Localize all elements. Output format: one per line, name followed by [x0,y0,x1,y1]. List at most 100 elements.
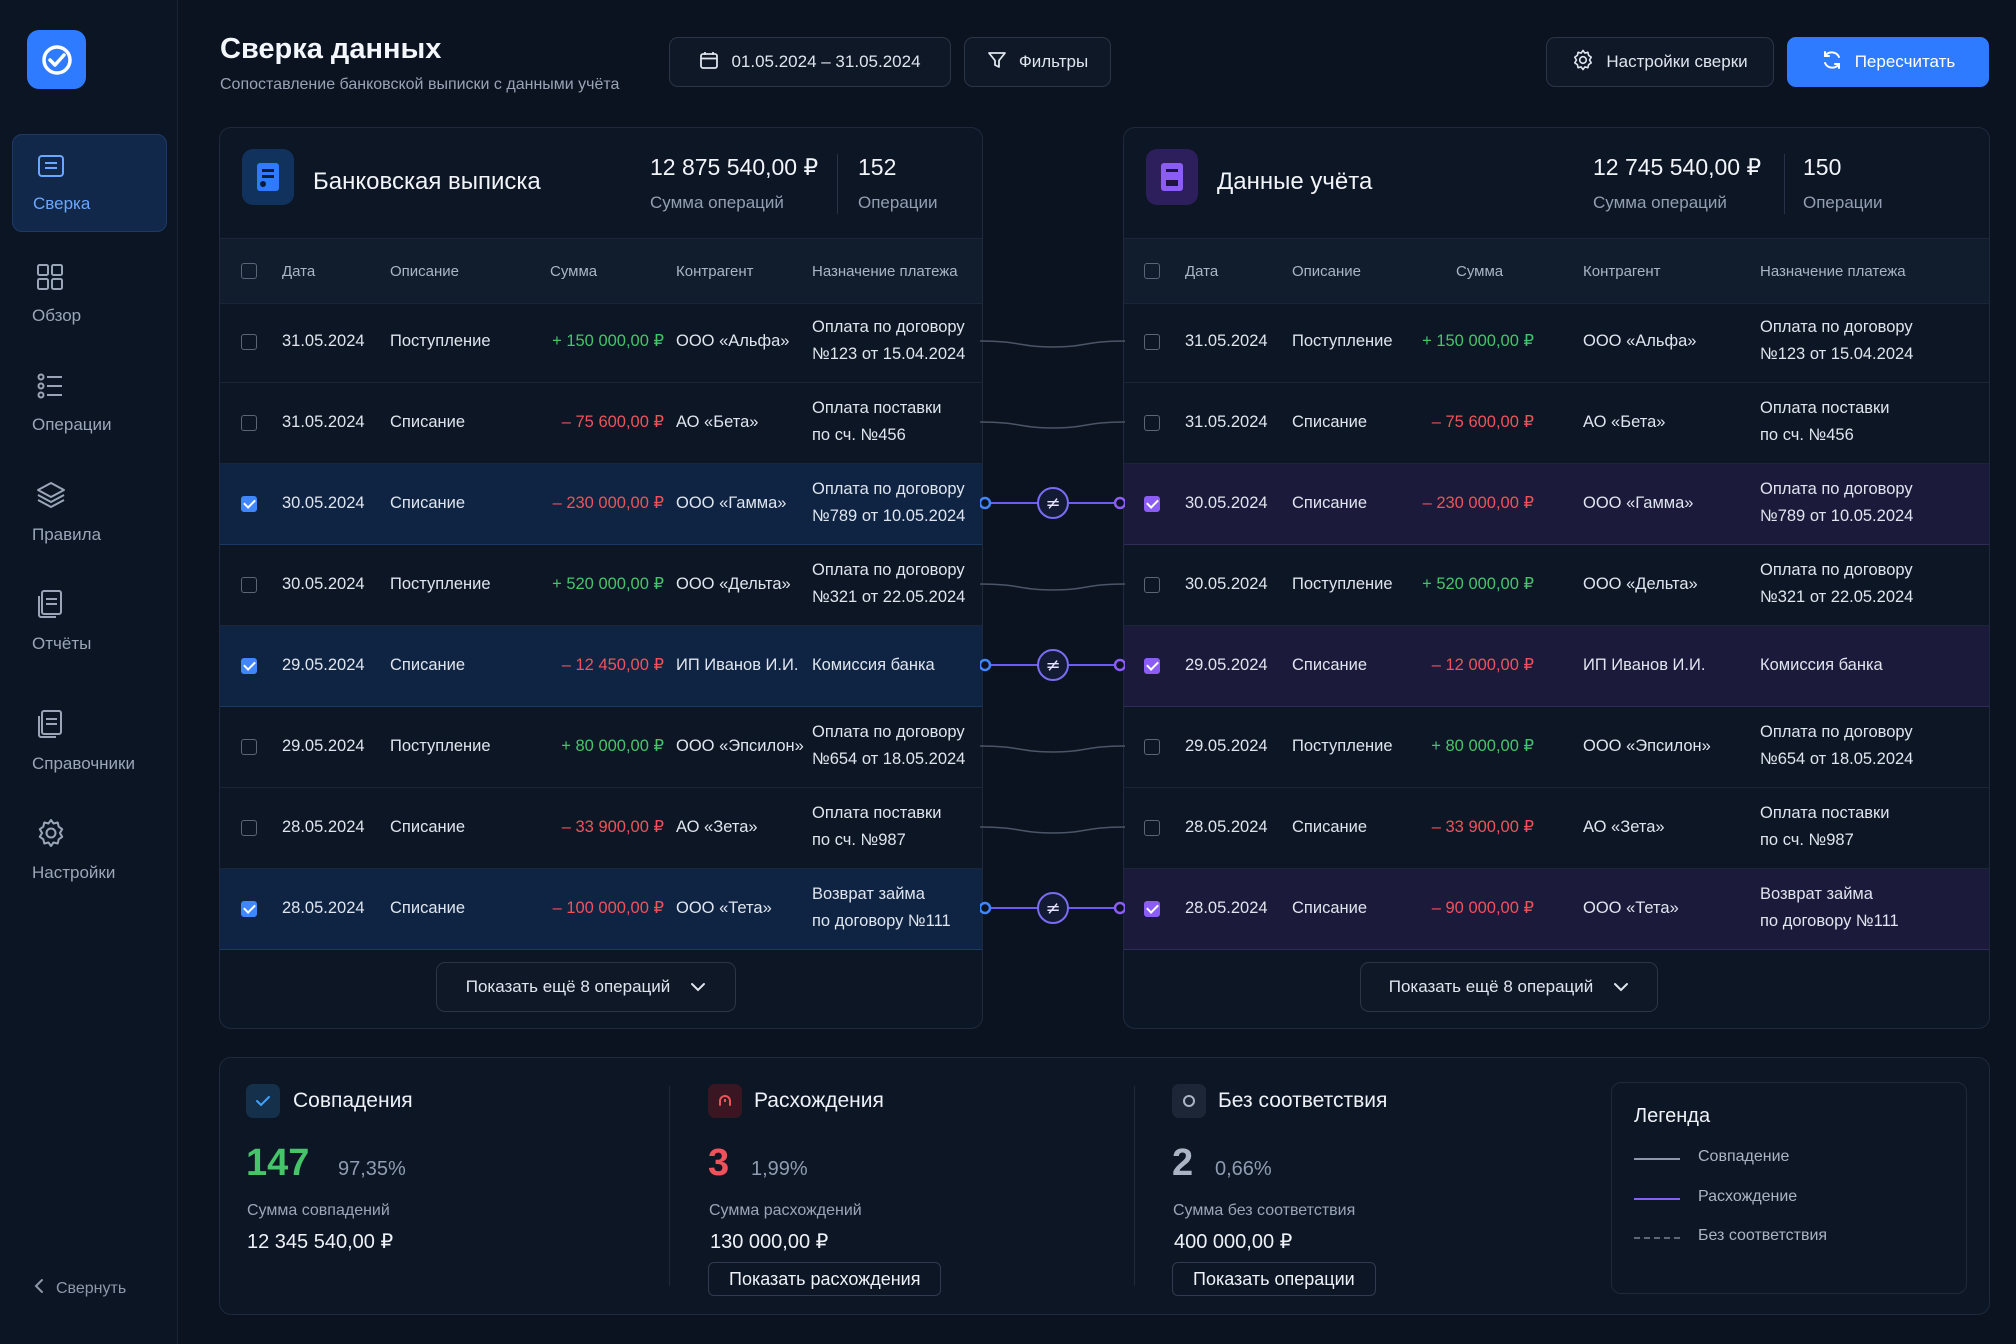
row-checkbox[interactable] [241,415,257,431]
sidebar-item-overview[interactable]: Обзор [12,246,165,342]
table-row[interactable]: 28.05.2024 Списание – 100 000,00 ₽ ООО «Тет… [220,869,982,950]
cell-counterparty: АО «Зета» [676,818,758,836]
column-header-amount[interactable]: Сумма [550,263,598,280]
refresh-icon [1821,49,1843,76]
cell-description: Поступление [390,332,491,350]
sidebar-item-reports[interactable]: Отчёты [12,573,165,669]
sidebar-item-directories[interactable]: Справочники [12,693,165,789]
ledger-count-label: Операции [1803,193,1883,212]
column-header-purpose[interactable]: Назначение платежа [1760,263,1906,280]
cell-purpose: Возврат займа [1760,885,1873,903]
row-checkbox[interactable] [1144,658,1160,674]
date-range-picker[interactable]: 01.05.2024 – 31.05.2024 [669,37,951,87]
table-row[interactable]: 30.05.2024 Списание – 230 000,00 ₽ ООО «Гам… [220,464,982,545]
matches-title: Совпадения [293,1089,413,1112]
table-row[interactable]: 31.05.2024 Поступление + 150 000,00 ₽ ООО «… [1124,302,1989,383]
table-row[interactable]: 31.05.2024 Списание – 75 600,00 ₽ АО «Бета»… [220,383,982,464]
row-checkbox[interactable] [1144,415,1160,431]
sidebar-item-operations[interactable]: Операции [12,355,165,451]
show-unmatched-button[interactable]: Показать операции [1172,1262,1376,1296]
cell-counterparty: ООО «Эпсилон» [676,737,804,755]
reports-icon [12,589,165,624]
table-row[interactable]: 28.05.2024 Списание – 33 900,00 ₽ АО «Зета»… [220,788,982,869]
table-row[interactable]: 31.05.2024 Поступление + 150 000,00 ₽ ООО «… [220,302,982,383]
column-header-date[interactable]: Дата [282,263,316,280]
row-checkbox[interactable] [1144,496,1160,512]
row-checkbox[interactable] [241,820,257,836]
cell-purpose-line2: №123 от 15.04.2024 [812,345,966,363]
not-equal-badge[interactable] [1037,892,1069,924]
show-diffs-button[interactable]: Показать расхождения [708,1262,942,1296]
divider [1134,1086,1135,1286]
select-all-checkbox[interactable] [1144,263,1160,279]
check-circle-icon [41,44,72,75]
table-row[interactable]: 29.05.2024 Поступление + 80 000,00 ₽ ООО «Э… [220,707,982,788]
ledger-sum-label: Сумма операций [1593,193,1727,212]
row-checkbox[interactable] [241,577,257,593]
ledger-panel-title: Данные учёта [1217,168,1373,195]
cell-date: 31.05.2024 [282,332,365,350]
cell-purpose-line2: №789 от 10.05.2024 [812,507,966,525]
cell-purpose-line2: по договору №111 [1760,912,1899,930]
match-connector-line [980,745,1125,753]
row-checkbox[interactable] [1144,901,1160,917]
connector-dot [1113,496,1125,510]
cell-date: 29.05.2024 [282,737,365,755]
row-checkbox[interactable] [1144,820,1160,836]
row-checkbox[interactable] [241,496,257,512]
column-header-amount[interactable]: Сумма [1456,263,1504,280]
column-header-date[interactable]: Дата [1185,263,1219,280]
collapse-sidebar-button[interactable]: Свернуть [34,1278,126,1299]
bank-show-more-button[interactable]: Показать ещё 8 операций [436,962,736,1012]
column-header-counterparty[interactable]: Контрагент [1583,263,1661,280]
column-header-counterparty[interactable]: Контрагент [676,263,754,280]
table-row[interactable]: 28.05.2024 Списание – 90 000,00 ₽ ООО «Тета… [1124,869,1989,950]
row-checkbox[interactable] [1144,334,1160,350]
column-header-purpose[interactable]: Назначение платежа [812,263,958,280]
legend: Легенда Совпадение Расхождение Без соотв… [1611,1082,1967,1294]
cell-purpose: Оплата по договору [812,561,965,579]
cell-date: 29.05.2024 [1185,656,1268,674]
row-checkbox[interactable] [241,739,257,755]
table-row[interactable]: 28.05.2024 Списание – 33 900,00 ₽ АО «Зета»… [1124,788,1989,869]
chevron-down-icon [690,977,706,997]
cell-counterparty: ООО «Альфа» [1583,332,1697,350]
sidebar-item-label: Сверка [33,193,91,213]
cell-description: Списание [1292,818,1367,836]
table-row[interactable]: 31.05.2024 Списание – 75 600,00 ₽ АО «Бета»… [1124,383,1989,464]
table-row[interactable]: 29.05.2024 Списание – 12 000,00 ₽ ИП Иванов… [1124,626,1989,707]
match-connector-line [980,826,1125,834]
row-checkbox[interactable] [241,334,257,350]
cell-purpose: Возврат займа [812,885,925,903]
table-row[interactable]: 29.05.2024 Поступление + 80 000,00 ₽ ООО «Э… [1124,707,1989,788]
connector-dot [980,658,992,672]
table-row[interactable]: 29.05.2024 Списание – 12 450,00 ₽ ИП Иванов… [220,626,982,707]
not-equal-badge[interactable] [1037,649,1069,681]
table-row[interactable]: 30.05.2024 Поступление + 520 000,00 ₽ ООО «… [1124,545,1989,626]
cell-description: Списание [390,656,465,674]
ledger-show-more-button[interactable]: Показать ещё 8 операций [1360,962,1658,1012]
select-all-checkbox[interactable] [241,263,257,279]
recalculate-button[interactable]: Пересчитать [1787,37,1989,87]
cell-description: Поступление [390,575,491,593]
row-checkbox[interactable] [1144,739,1160,755]
sidebar-item-reconcile[interactable]: Сверка [12,134,167,232]
table-row[interactable]: 30.05.2024 Поступление + 520 000,00 ₽ ООО «… [220,545,982,626]
table-row[interactable]: 30.05.2024 Списание – 230 000,00 ₽ ООО «Гам… [1124,464,1989,545]
reconcile-settings-button[interactable]: Настройки сверки [1546,37,1774,87]
row-checkbox[interactable] [1144,577,1160,593]
diffs-percent: 1,99% [751,1158,808,1180]
not-equal-badge[interactable] [1037,487,1069,519]
sidebar-item-rules[interactable]: Правила [12,464,165,560]
sidebar-item-settings[interactable]: Настройки [12,802,165,898]
row-checkbox[interactable] [241,901,257,917]
app-logo[interactable] [27,30,86,89]
match-connector-line [980,340,1125,348]
filters-button[interactable]: Фильтры [964,37,1111,87]
column-header-description[interactable]: Описание [390,263,460,280]
cell-purpose-line2: по сч. №456 [812,426,906,444]
bank-count-label: Операции [858,193,938,212]
column-header-description[interactable]: Описание [1292,263,1362,280]
cell-date: 28.05.2024 [1185,899,1268,917]
row-checkbox[interactable] [241,658,257,674]
